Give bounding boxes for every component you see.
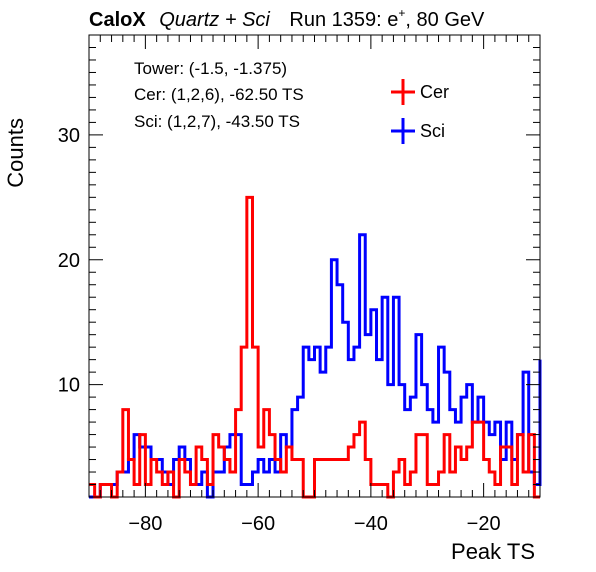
y-tick-label: 30 [58,125,80,147]
x-tick-label: −60 [241,513,275,535]
sci-series [89,233,542,499]
chart-header: CaloX Quartz + Sci Run 1359: e+, 80 GeV [89,6,485,31]
cer-info: Cer: (1,2,6), -62.50 TS [134,85,304,104]
series-sci-step-line [89,233,542,499]
plot-area [89,195,542,499]
brand-label: CaloX [89,9,146,31]
legend-entry-sci: Sci [391,118,445,144]
x-tick-label: −40 [354,513,388,535]
y-tick-label: 20 [58,250,80,272]
cer-series [89,195,540,499]
sci-info: Sci: (1,2,7), -43.50 TS [134,112,300,131]
y-axis-title: Counts [3,118,28,188]
tower-info: Tower: (-1.5, -1.375) [134,59,287,78]
x-axis: −80 −60 −40 −20 [88,35,541,535]
y-axis: 10 20 30 [58,46,540,486]
series-cer-step-line [89,195,540,499]
y-tick-label: 10 [58,375,80,397]
config-label: Quartz + Sci [159,9,270,31]
x-tick-label: −80 [128,513,162,535]
legend-cer-label: Cer [420,82,449,102]
legend-sci-label: Sci [420,121,445,141]
x-axis-title: Peak TS [451,539,535,564]
legend-entry-cer: Cer [391,79,449,105]
run-prefix-label: Run 1359: e [289,9,398,31]
run-sup-label: + [398,6,405,20]
legend: Cer Sci [391,79,449,144]
x-tick-label: −20 [467,513,501,535]
run-suffix-label: , 80 GeV [405,9,485,31]
